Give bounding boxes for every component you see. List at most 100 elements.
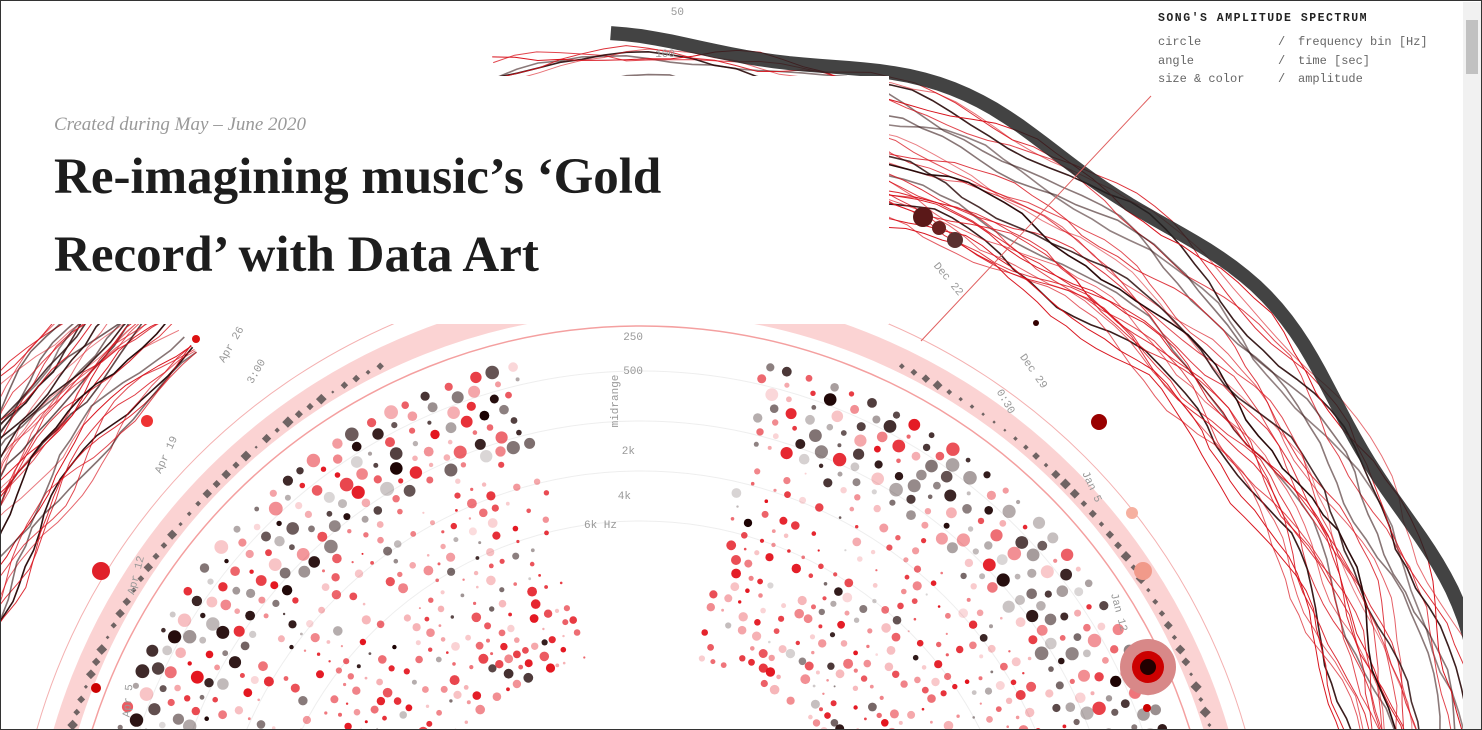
dot (481, 482, 487, 487)
dot (409, 427, 416, 434)
dot (449, 699, 453, 703)
dot (853, 448, 865, 460)
dot (218, 582, 228, 592)
dot (943, 720, 954, 729)
dot (343, 513, 351, 521)
dot (1005, 697, 1013, 704)
dot (701, 629, 708, 636)
dot (832, 452, 847, 467)
event-dot (1140, 659, 1156, 675)
dot (925, 593, 928, 596)
dot (378, 655, 387, 664)
dot (468, 517, 472, 520)
dot (1026, 588, 1037, 600)
dot (977, 517, 985, 525)
dot (778, 645, 787, 654)
dot (819, 707, 823, 712)
dot (965, 457, 971, 463)
dot (1094, 672, 1104, 682)
dot (785, 648, 796, 659)
dot (466, 401, 476, 411)
dot (857, 556, 863, 562)
dot (276, 520, 282, 527)
dot (306, 620, 314, 628)
dot (772, 433, 779, 440)
legend-text: frequency bin [Hz] (1298, 35, 1428, 49)
dot (1080, 706, 1094, 720)
diamond (910, 368, 918, 376)
dot (453, 445, 467, 459)
dot (764, 499, 769, 504)
dot (117, 724, 123, 729)
dot (449, 675, 460, 686)
title: Record’ with Data Art (54, 227, 539, 283)
dot (279, 567, 291, 579)
dot (489, 606, 495, 612)
dot (254, 506, 260, 512)
frequency-label: 50 (671, 7, 684, 19)
dot (1014, 573, 1021, 580)
dot (272, 599, 280, 608)
dot (1037, 540, 1048, 551)
dot (767, 445, 772, 450)
dot (978, 676, 983, 681)
dot (440, 637, 446, 642)
wave-line (1, 336, 185, 558)
dot (1028, 635, 1038, 645)
dot (300, 632, 303, 636)
dot (426, 476, 434, 484)
dot (831, 410, 844, 423)
dot (1065, 702, 1076, 712)
dot (382, 687, 393, 698)
dot (443, 454, 451, 461)
dot (427, 420, 432, 425)
dot (563, 605, 571, 612)
dot (343, 658, 350, 665)
scrollbar[interactable] (1463, 2, 1481, 729)
dot (874, 460, 883, 469)
dot (512, 679, 522, 689)
dot (326, 640, 331, 644)
dot (435, 656, 442, 663)
dot (391, 422, 398, 429)
dot (269, 489, 277, 497)
dot (856, 422, 866, 432)
dot (812, 719, 821, 727)
dot (376, 620, 385, 629)
dot (132, 682, 139, 689)
dot (317, 531, 328, 542)
dot (979, 573, 986, 580)
diamond (137, 575, 145, 583)
dot (1110, 645, 1119, 654)
dot (466, 700, 471, 705)
dot (385, 577, 395, 587)
dot (1102, 657, 1109, 664)
dot (827, 662, 835, 670)
dot (471, 612, 482, 623)
diamond (105, 635, 110, 640)
dot (984, 506, 993, 515)
dot (892, 670, 900, 678)
date-label: Dec 29 (1016, 352, 1049, 391)
dot (335, 667, 342, 674)
title: Re-imagining music’s ‘Gold (54, 149, 662, 205)
dot (286, 522, 300, 535)
dot (1086, 604, 1092, 610)
dot (754, 619, 761, 626)
dot (328, 660, 331, 663)
wave-line (1, 318, 171, 535)
dot (710, 659, 716, 665)
dot (760, 607, 766, 614)
dot (826, 679, 829, 682)
dot (495, 431, 508, 444)
dot (912, 654, 919, 661)
dot (743, 547, 747, 551)
dot (430, 429, 440, 440)
scrollbar-thumb[interactable] (1466, 20, 1478, 74)
dot (373, 506, 383, 515)
dot (333, 454, 343, 464)
dot (1007, 546, 1022, 561)
dot (996, 554, 1008, 565)
wave-line (1, 344, 192, 623)
dot (265, 549, 272, 557)
